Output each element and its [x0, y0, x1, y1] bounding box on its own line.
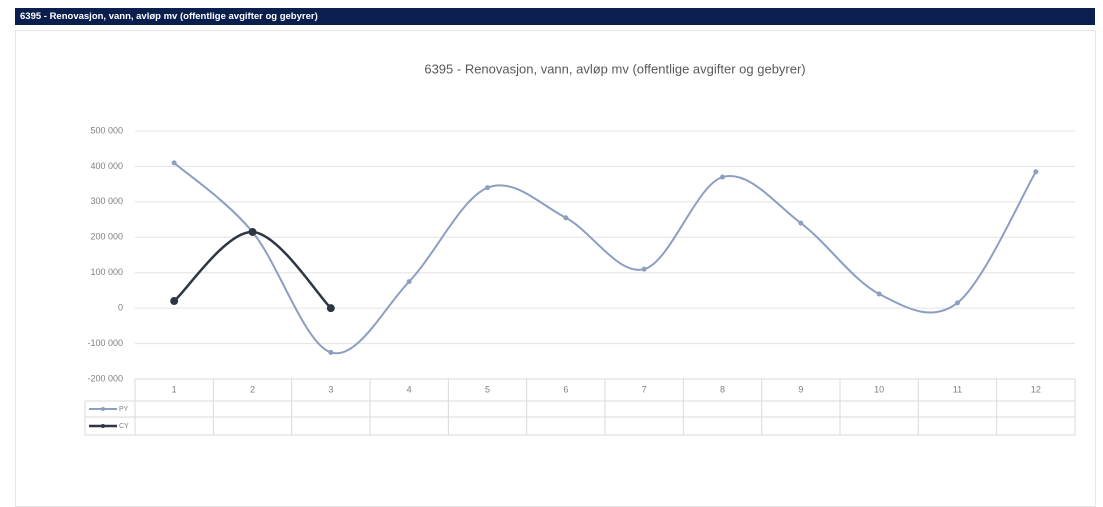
x-tick-label: 7: [642, 384, 647, 394]
x-tick-label: 10: [874, 384, 884, 394]
point: [485, 185, 490, 191]
point: [248, 227, 257, 236]
point: [798, 220, 804, 226]
legend-label: CY: [119, 423, 129, 430]
y-tick-label: 400 000: [90, 161, 123, 171]
point: [1033, 169, 1039, 175]
x-tick-label: 2: [250, 384, 255, 394]
series-line: [173, 230, 332, 310]
point: [641, 266, 647, 272]
point: [328, 349, 334, 355]
x-tick-label: 5: [485, 384, 490, 394]
y-tick-label: 200 000: [90, 232, 123, 242]
y-tick-label: 100 000: [90, 267, 123, 277]
chart-title: 6395 - Renovasjon, vann, avløp mv (offen…: [424, 61, 805, 76]
point: [406, 279, 412, 285]
x-tick-label: 9: [798, 384, 803, 394]
y-tick-label: 500 000: [90, 125, 123, 135]
x-tick-label: 4: [407, 384, 412, 394]
x-tick-label: 11: [953, 384, 962, 394]
legend-marker: [101, 424, 105, 428]
x-tick-label: 1: [172, 384, 177, 394]
x-tick-label: 6: [563, 384, 568, 394]
x-tick-label: 3: [328, 384, 333, 394]
point: [563, 215, 569, 221]
header-bar: [15, 8, 1095, 25]
header-title: 6395 - Renovasjon, vann, avløp mv (offen…: [20, 11, 318, 22]
legend-label: PY: [119, 406, 129, 413]
x-tick-label: 8: [720, 384, 725, 394]
y-tick-label: -200 000: [87, 373, 123, 383]
point: [170, 297, 179, 306]
legend-marker: [101, 407, 105, 411]
x-tick-label: 12: [1031, 384, 1041, 394]
y-tick-label: 300 000: [90, 196, 123, 206]
point: [876, 291, 882, 297]
point: [326, 304, 335, 313]
y-tick-label: 0: [118, 303, 123, 313]
y-tick-label: -100 000: [87, 338, 123, 348]
point: [171, 160, 177, 166]
point: [720, 174, 725, 180]
point: [955, 300, 960, 306]
series-line: [173, 162, 1037, 355]
